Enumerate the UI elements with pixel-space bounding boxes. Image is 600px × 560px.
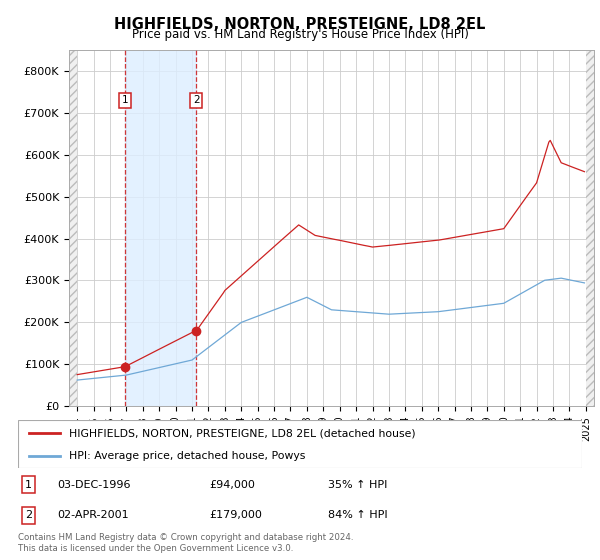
Text: HPI: Average price, detached house, Powys: HPI: Average price, detached house, Powy… (69, 451, 305, 461)
Text: Contains HM Land Registry data © Crown copyright and database right 2024.
This d: Contains HM Land Registry data © Crown c… (18, 533, 353, 553)
Bar (125, 50, 196, 406)
Text: 03-DEC-1996: 03-DEC-1996 (58, 479, 131, 489)
FancyBboxPatch shape (18, 420, 582, 468)
Bar (586, 50, 594, 406)
Text: 1: 1 (122, 95, 128, 105)
Text: HIGHFIELDS, NORTON, PRESTEIGNE, LD8 2EL (detached house): HIGHFIELDS, NORTON, PRESTEIGNE, LD8 2EL … (69, 428, 415, 438)
Text: 84% ↑ HPI: 84% ↑ HPI (328, 511, 388, 520)
Text: 35% ↑ HPI: 35% ↑ HPI (328, 479, 388, 489)
Text: 1: 1 (25, 479, 32, 489)
Text: 2: 2 (193, 95, 199, 105)
Text: 2: 2 (25, 511, 32, 520)
Text: 02-APR-2001: 02-APR-2001 (58, 511, 129, 520)
Text: Price paid vs. HM Land Registry's House Price Index (HPI): Price paid vs. HM Land Registry's House … (131, 28, 469, 41)
Text: HIGHFIELDS, NORTON, PRESTEIGNE, LD8 2EL: HIGHFIELDS, NORTON, PRESTEIGNE, LD8 2EL (115, 17, 485, 32)
Text: £179,000: £179,000 (210, 511, 263, 520)
Text: £94,000: £94,000 (210, 479, 256, 489)
Bar (69, 50, 77, 406)
